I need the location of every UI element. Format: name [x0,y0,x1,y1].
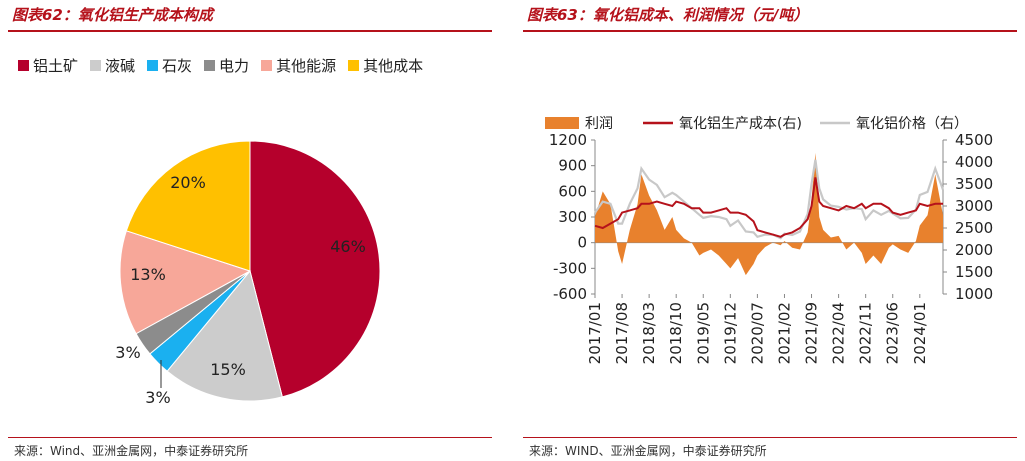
source-divider [523,437,1017,438]
pie-legend: 铝土矿 液碱 石灰 电力 其他能源 其他成本 [18,55,429,76]
left-tick-label: -300 [553,259,587,277]
pie-slice [125,140,251,272]
legend-label: 氧化铝价格（右） [856,116,968,132]
legend-swatch [90,60,102,71]
pie-slice [119,230,252,335]
legend-item: 其他能源 [261,55,336,76]
left-tick-label: 300 [558,208,587,226]
x-tick-label: 2024/01 [911,302,929,364]
legend-item: 石灰 [147,55,192,76]
x-tick-label: 2018/10 [667,302,685,364]
pie-slice-label: 15% [210,360,246,379]
legend-swatch [204,60,216,71]
source-divider [8,437,492,438]
right-tick-label: 2500 [955,219,993,237]
legend-item: 液碱 [90,55,135,76]
cost-profit-chart: 利润 氧化铝生产成本(右) 氧化铝价格（右）12009006003000-300-6… [545,116,993,364]
right-tick-label: 2000 [955,241,993,259]
legend-label: 氧化铝生产成本(右) [679,116,802,132]
left-tick-label: -600 [553,285,587,303]
x-tick-label: 2022/04 [830,302,848,364]
pie-slice-label: 3% [115,343,140,362]
legend-item: 电力 [204,55,249,76]
right-tick-label: 3500 [955,175,993,193]
pie-chart: 46% 15% 3% 3% 13% 20% [115,140,381,407]
pie-slice-label: 3% [145,388,170,407]
pie-slice [166,269,283,402]
cost-profit-panel: 图表63：氧化铝成本、利润情况（元/吨） 利润 氧化铝生产成本(右) 氧化铝价格（右… [515,0,1025,461]
legend-item: 其他成本 [348,55,423,76]
legend-item: 铝土矿 [18,55,78,76]
left-tick-label: 900 [558,157,587,175]
legend-swatch [348,60,360,71]
x-tick-label: 2019/05 [694,302,712,364]
x-tick-label: 2017/08 [613,302,631,364]
left-tick-label: 600 [558,182,587,200]
pie-source: 来源：Wind、亚洲金属网，中泰证券研究所 [14,444,249,458]
right-tick-label: 1500 [955,263,993,281]
x-tick-label: 2021/02 [775,302,793,364]
x-tick-label: 2021/09 [803,302,821,364]
line-source: 来源：WIND、亚洲金属网，中泰证券研究所 [529,444,767,458]
right-tick-label: 1000 [955,285,993,303]
legend-label: 电力 [219,57,250,75]
legend-swatch [147,60,159,71]
x-tick-label: 2023/06 [884,302,902,364]
legend-swatch [261,60,273,71]
title-divider [523,30,1017,32]
x-tick-label: 2017/01 [586,302,604,364]
x-tick-label: 2020/07 [748,302,766,364]
legend-label: 液碱 [105,57,136,75]
pie-slice-label: 13% [130,265,166,284]
right-tick-label: 4000 [955,153,993,171]
left-tick-label: 0 [577,234,587,252]
line-figure-title: 图表63：氧化铝成本、利润情况（元/吨） [527,6,809,24]
pie-panel: 图表62：氧化铝生产成本构成 铝土矿 液碱 石灰 电力 其他能源 其他成本 46% 15% 3… [0,0,500,461]
left-tick-label: 1200 [549,131,587,149]
pie-figure-title: 图表62：氧化铝生产成本构成 [12,6,213,24]
title-divider [8,30,492,32]
legend-label: 铝土矿 [33,57,79,75]
x-tick-label: 2022/11 [857,302,875,364]
pie-slice-label: 20% [170,173,206,192]
legend-swatch [18,60,29,71]
x-tick-label: 2019/12 [721,302,739,364]
legend-label: 其他能源 [276,57,337,75]
legend-label: 其他成本 [363,57,424,75]
pie-slice [249,140,381,398]
cost-line [594,177,943,238]
profit-area [595,152,943,276]
pie-slice-label: 46% [330,237,366,256]
right-tick-label: 3000 [955,197,993,215]
legend-swatch [545,117,579,129]
legend-label: 石灰 [162,57,193,75]
legend-label: 利润 [585,116,613,132]
x-tick-label: 2018/03 [640,302,658,364]
right-tick-label: 4500 [955,131,993,149]
